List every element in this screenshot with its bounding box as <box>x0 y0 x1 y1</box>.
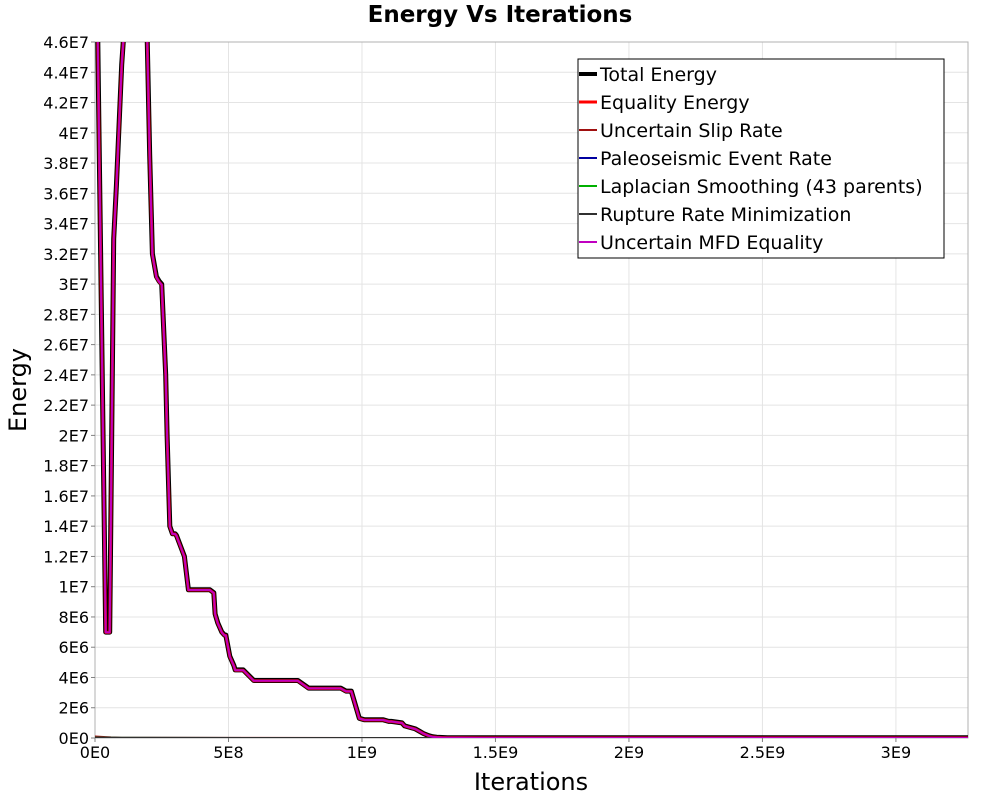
series-group <box>95 42 968 738</box>
legend-label: Uncertain Slip Rate <box>600 120 783 142</box>
y-tick-label: 3.2E7 <box>43 245 89 264</box>
y-tick-label: 1.8E7 <box>43 457 89 476</box>
y-tick-label: 6E6 <box>59 638 89 657</box>
y-tick-label: 4.6E7 <box>43 33 89 52</box>
y-tick-label: 2E6 <box>59 699 89 718</box>
y-tick-label: 2.4E7 <box>43 366 89 385</box>
y-tick-label: 1.2E7 <box>43 547 89 566</box>
y-tick-label: 2E7 <box>59 426 89 445</box>
x-axis-title: Iterations <box>474 768 588 796</box>
x-tick-label: 2.5E9 <box>740 743 786 762</box>
y-tick-label: 4E6 <box>59 668 89 687</box>
y-tick-label: 1E7 <box>59 578 89 597</box>
chart-title: Energy Vs Iterations <box>368 2 633 28</box>
legend-label: Laplacian Smoothing (43 parents) <box>600 176 923 198</box>
x-axis: 0E0 5E8 1E9 1.5E9 2E9 2.5E9 3E9 <box>80 738 911 762</box>
y-tick-label: 2.2E7 <box>43 396 89 415</box>
x-tick-label: 3E9 <box>881 743 911 762</box>
y-tick-label: 3E7 <box>59 275 89 294</box>
y-tick-label: 0E0 <box>59 729 89 748</box>
y-tick-label: 2.6E7 <box>43 336 89 355</box>
legend-label: Uncertain MFD Equality <box>600 232 823 254</box>
y-tick-label: 2.8E7 <box>43 305 89 324</box>
legend-label: Total Energy <box>599 64 717 86</box>
legend-label: Equality Energy <box>600 92 750 114</box>
y-tick-label: 3.4E7 <box>43 215 89 234</box>
legend-label: Paleoseismic Event Rate <box>600 148 832 170</box>
x-tick-label: 0E0 <box>80 743 110 762</box>
x-tick-label: 1E9 <box>347 743 377 762</box>
y-tick-label: 3.6E7 <box>43 184 89 203</box>
y-tick-label: 3.8E7 <box>43 154 89 173</box>
y-tick-label: 1.4E7 <box>43 517 89 536</box>
series-line-7 <box>96 42 968 738</box>
y-tick-label: 4.2E7 <box>43 94 89 113</box>
y-axis: 0E0 2E6 4E6 6E6 8E6 1E7 1.2E7 1.4E7 1.6E7 1.8E7 2E… <box>43 33 95 748</box>
legend: Total Energy Equality Energy Uncertain Sli… <box>577 58 945 259</box>
y-tick-label: 1.6E7 <box>43 487 89 506</box>
legend-box <box>577 58 945 259</box>
x-tick-label: 1.5E9 <box>473 743 519 762</box>
y-axis-title: Energy <box>4 348 32 432</box>
y-tick-label: 4E7 <box>59 124 89 143</box>
y-tick-label: 4.4E7 <box>43 63 89 82</box>
y-tick-label: 8E6 <box>59 608 89 627</box>
x-tick-label: 5E8 <box>213 743 243 762</box>
x-tick-label: 2E9 <box>614 743 644 762</box>
legend-label: Rupture Rate Minimization <box>600 204 851 226</box>
